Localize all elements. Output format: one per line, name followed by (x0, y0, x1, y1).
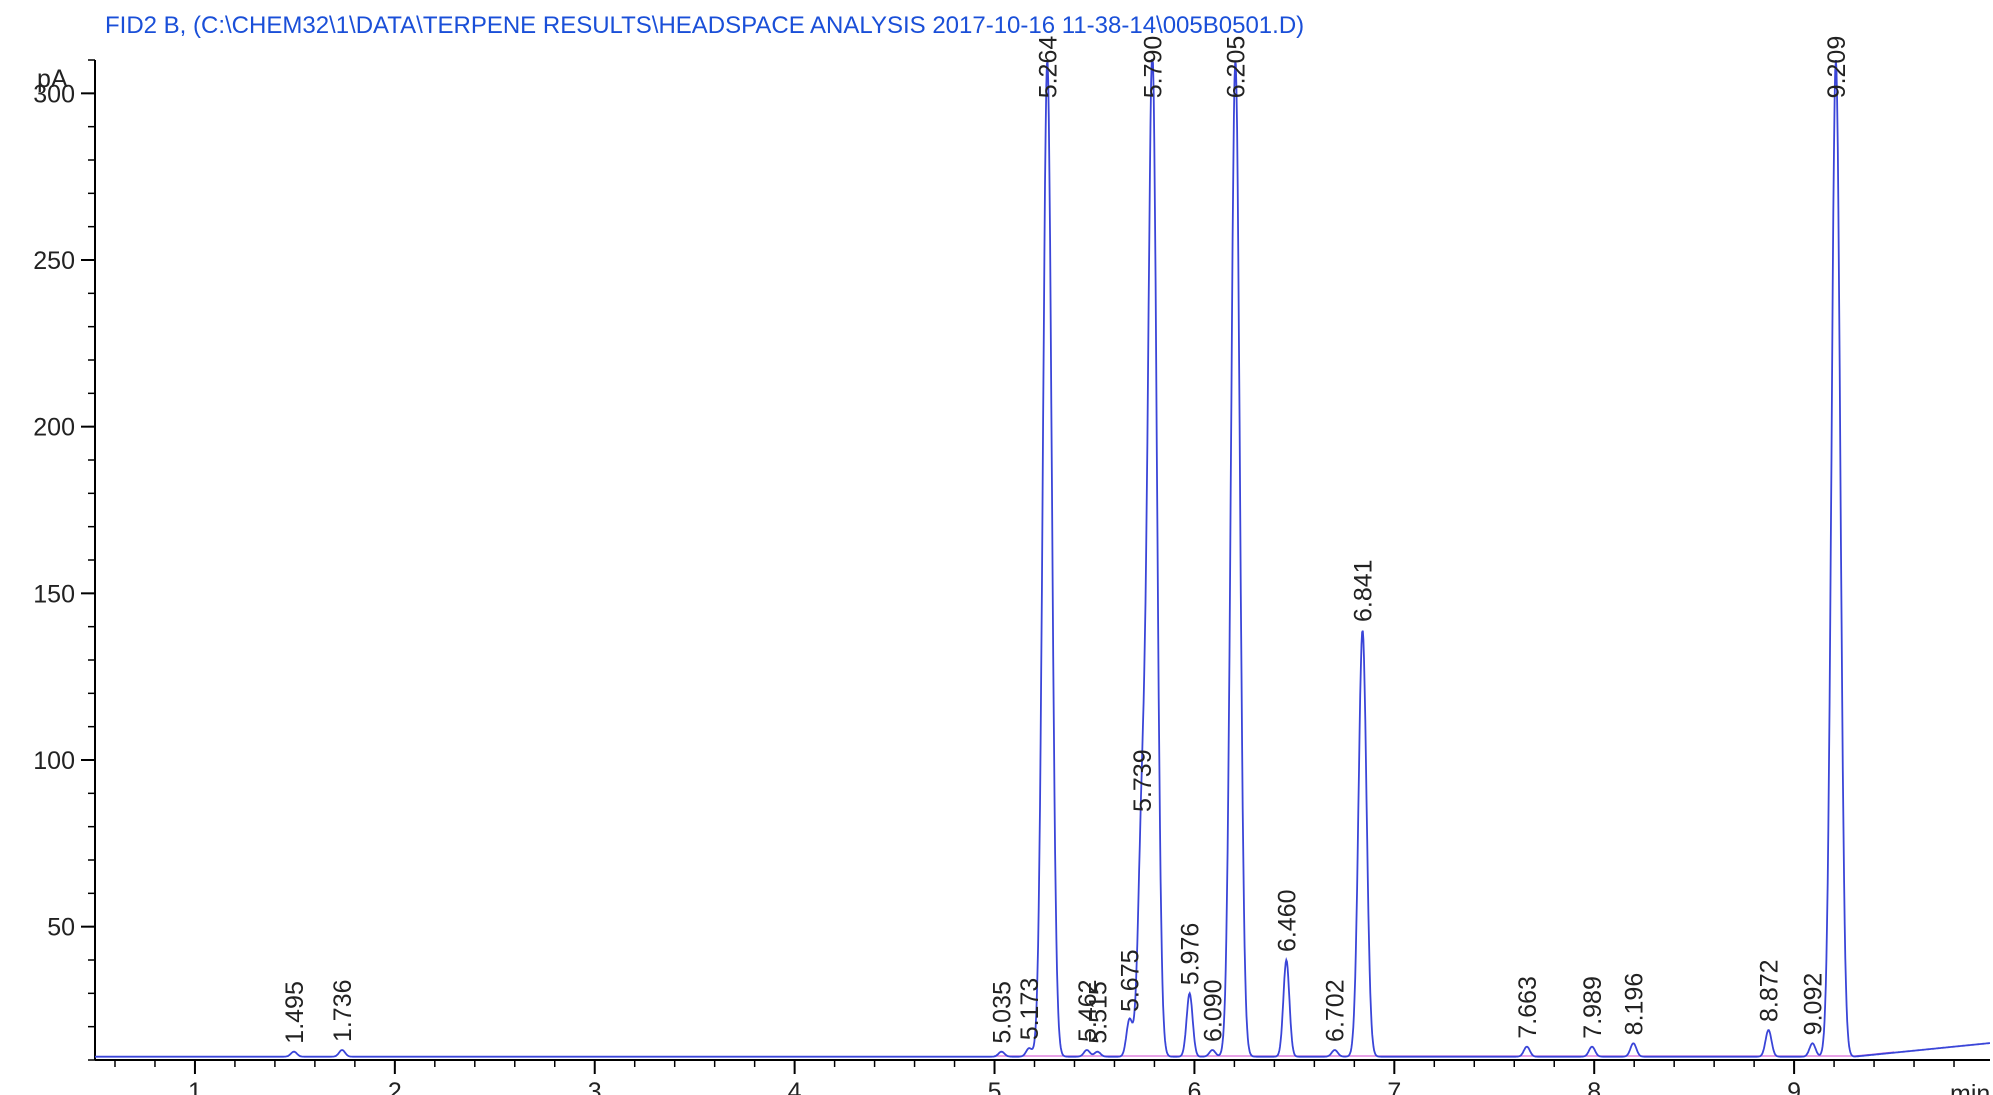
x-tick-label: 3 (588, 1078, 602, 1095)
integration-baseline (994, 1051, 1895, 1057)
peak-label: 5.515 (1084, 981, 1112, 1044)
peak-labels: 1.495 1.736 5.035 5.173 5.264 5.4625.5155.675… (281, 36, 1851, 1044)
peak-label: 7.989 (1579, 976, 1607, 1039)
x-tick-label: 2 (388, 1078, 402, 1095)
peak-label: 6.205 (1222, 36, 1250, 99)
x-tick-label: 9 (1787, 1078, 1801, 1095)
peak-label: 5.976 (1177, 923, 1205, 986)
signal-trace (95, 59, 1990, 1058)
peak-label: 6.841 (1350, 559, 1378, 622)
x-tick-label: 8 (1587, 1078, 1601, 1095)
y-tick-label: 300 (33, 80, 75, 108)
peak-label: 1.495 (281, 981, 309, 1044)
peak-label: 9.092 (1800, 973, 1828, 1036)
peak-label: 6.090 (1199, 979, 1227, 1042)
x-tick-label: 7 (1387, 1078, 1401, 1095)
y-tick-label: 200 (33, 414, 75, 442)
peak-label: 7.663 (1514, 976, 1542, 1039)
y-tick-label: 250 (33, 247, 75, 275)
peak-label: 5.173 (1016, 978, 1044, 1041)
peak-label: 5.790 (1139, 36, 1167, 99)
peak-label: 8.196 (1620, 973, 1648, 1036)
chart-title: FID2 B, (C:\CHEM32\1\DATA\TERPENE RESULT… (105, 12, 1305, 39)
x-tick-label: 1 (188, 1078, 202, 1095)
peak-label: 5.264 (1034, 36, 1062, 99)
peak-label: 6.460 (1273, 889, 1301, 952)
chromatogram-trace (95, 59, 1990, 1058)
peak-label: 5.035 (988, 981, 1016, 1044)
x-axis-unit-label: min (1950, 1080, 1990, 1095)
y-tick-label: 150 (33, 580, 75, 608)
peak-label: 1.736 (329, 979, 357, 1042)
y-tick-label: 50 (47, 914, 75, 942)
x-tick-label: 5 (988, 1078, 1002, 1095)
peak-label: 6.702 (1322, 979, 1350, 1042)
y-axis-unit-label: pA (37, 65, 68, 93)
x-tick-label: 4 (788, 1078, 802, 1095)
peak-label: 5.675 (1117, 949, 1145, 1012)
y-tick-label: 100 (33, 747, 75, 775)
tick-marks: 50 100 150 200 250 300 1 2 3 4 5 6 7 8 9 (33, 59, 1955, 1095)
peak-label: 9.209 (1823, 36, 1851, 99)
peak-label: 8.872 (1756, 959, 1784, 1022)
peak-label: 5.739 (1129, 749, 1157, 812)
x-tick-label: 6 (1187, 1078, 1201, 1095)
peak-label: 5.462 (1074, 979, 1102, 1042)
baseline-line (994, 1051, 1895, 1057)
